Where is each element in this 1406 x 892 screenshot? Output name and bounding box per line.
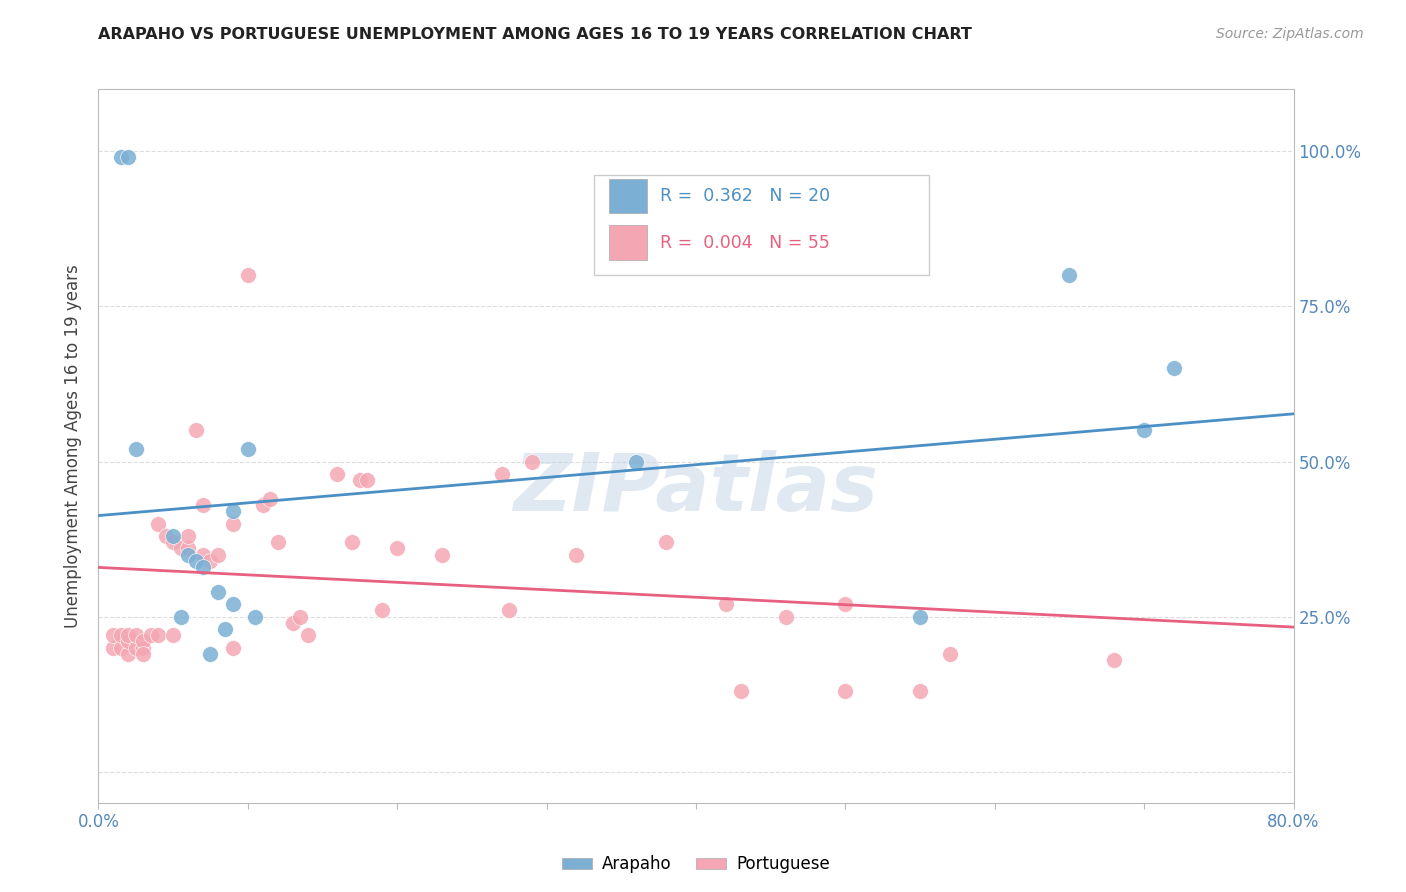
Point bbox=[288, 609, 311, 624]
Point bbox=[177, 548, 200, 562]
Point bbox=[132, 640, 155, 655]
Point bbox=[520, 454, 543, 468]
Point bbox=[162, 529, 184, 543]
Point bbox=[491, 467, 513, 481]
Point bbox=[222, 516, 245, 531]
Point bbox=[222, 504, 245, 518]
Point bbox=[349, 473, 371, 487]
Point bbox=[125, 640, 148, 655]
Point bbox=[184, 554, 207, 568]
Point bbox=[281, 615, 304, 630]
Point bbox=[259, 491, 281, 506]
Point bbox=[132, 634, 155, 648]
Point bbox=[267, 535, 290, 549]
Point bbox=[162, 628, 184, 642]
Point bbox=[297, 628, 319, 642]
Point bbox=[245, 609, 267, 624]
FancyBboxPatch shape bbox=[595, 175, 929, 275]
Point bbox=[132, 647, 155, 661]
Point bbox=[117, 151, 139, 165]
Point bbox=[834, 597, 856, 611]
Point bbox=[148, 628, 170, 642]
Point bbox=[169, 609, 191, 624]
Point bbox=[191, 548, 214, 562]
Point bbox=[252, 498, 274, 512]
Point bbox=[236, 442, 259, 456]
Point bbox=[834, 684, 856, 698]
Point bbox=[214, 622, 236, 636]
Point bbox=[222, 640, 245, 655]
Point bbox=[177, 529, 200, 543]
Point bbox=[356, 473, 378, 487]
Point bbox=[908, 684, 931, 698]
Point bbox=[191, 498, 214, 512]
Point bbox=[939, 647, 962, 661]
Point bbox=[714, 597, 737, 611]
Point bbox=[326, 467, 349, 481]
Point bbox=[110, 640, 132, 655]
Point bbox=[565, 548, 588, 562]
Point bbox=[1133, 424, 1156, 438]
Point bbox=[1163, 361, 1185, 376]
Legend: Arapaho, Portuguese: Arapaho, Portuguese bbox=[555, 849, 837, 880]
Point bbox=[117, 634, 139, 648]
Point bbox=[207, 548, 229, 562]
Point bbox=[148, 516, 170, 531]
Point bbox=[184, 424, 207, 438]
FancyBboxPatch shape bbox=[609, 179, 647, 213]
Point bbox=[775, 609, 797, 624]
FancyBboxPatch shape bbox=[609, 226, 647, 260]
Point bbox=[342, 535, 364, 549]
Point bbox=[207, 584, 229, 599]
Point bbox=[125, 442, 148, 456]
Point bbox=[169, 541, 191, 556]
Point bbox=[626, 454, 648, 468]
Text: R =  0.362   N = 20: R = 0.362 N = 20 bbox=[661, 187, 830, 205]
Point bbox=[177, 541, 200, 556]
Point bbox=[655, 535, 678, 549]
Text: ARAPAHO VS PORTUGUESE UNEMPLOYMENT AMONG AGES 16 TO 19 YEARS CORRELATION CHART: ARAPAHO VS PORTUGUESE UNEMPLOYMENT AMONG… bbox=[98, 27, 973, 42]
Point bbox=[191, 560, 214, 574]
Point bbox=[110, 628, 132, 642]
Text: R =  0.004   N = 55: R = 0.004 N = 55 bbox=[661, 234, 830, 252]
Text: ZIPatlas: ZIPatlas bbox=[513, 450, 879, 528]
Point bbox=[908, 609, 931, 624]
Point bbox=[110, 151, 132, 165]
Point bbox=[222, 597, 245, 611]
Point bbox=[1059, 268, 1081, 283]
Y-axis label: Unemployment Among Ages 16 to 19 years: Unemployment Among Ages 16 to 19 years bbox=[65, 264, 83, 628]
Point bbox=[200, 647, 222, 661]
Point bbox=[117, 628, 139, 642]
Text: Source: ZipAtlas.com: Source: ZipAtlas.com bbox=[1216, 27, 1364, 41]
Point bbox=[730, 684, 752, 698]
Point bbox=[103, 628, 125, 642]
Point bbox=[139, 628, 162, 642]
Point bbox=[155, 529, 177, 543]
Point bbox=[117, 647, 139, 661]
Point bbox=[498, 603, 520, 617]
Point bbox=[1104, 653, 1126, 667]
Point bbox=[125, 628, 148, 642]
Point bbox=[236, 268, 259, 283]
Point bbox=[430, 548, 453, 562]
Point bbox=[162, 535, 184, 549]
Point bbox=[385, 541, 409, 556]
Point bbox=[200, 554, 222, 568]
Point bbox=[103, 640, 125, 655]
Point bbox=[371, 603, 394, 617]
